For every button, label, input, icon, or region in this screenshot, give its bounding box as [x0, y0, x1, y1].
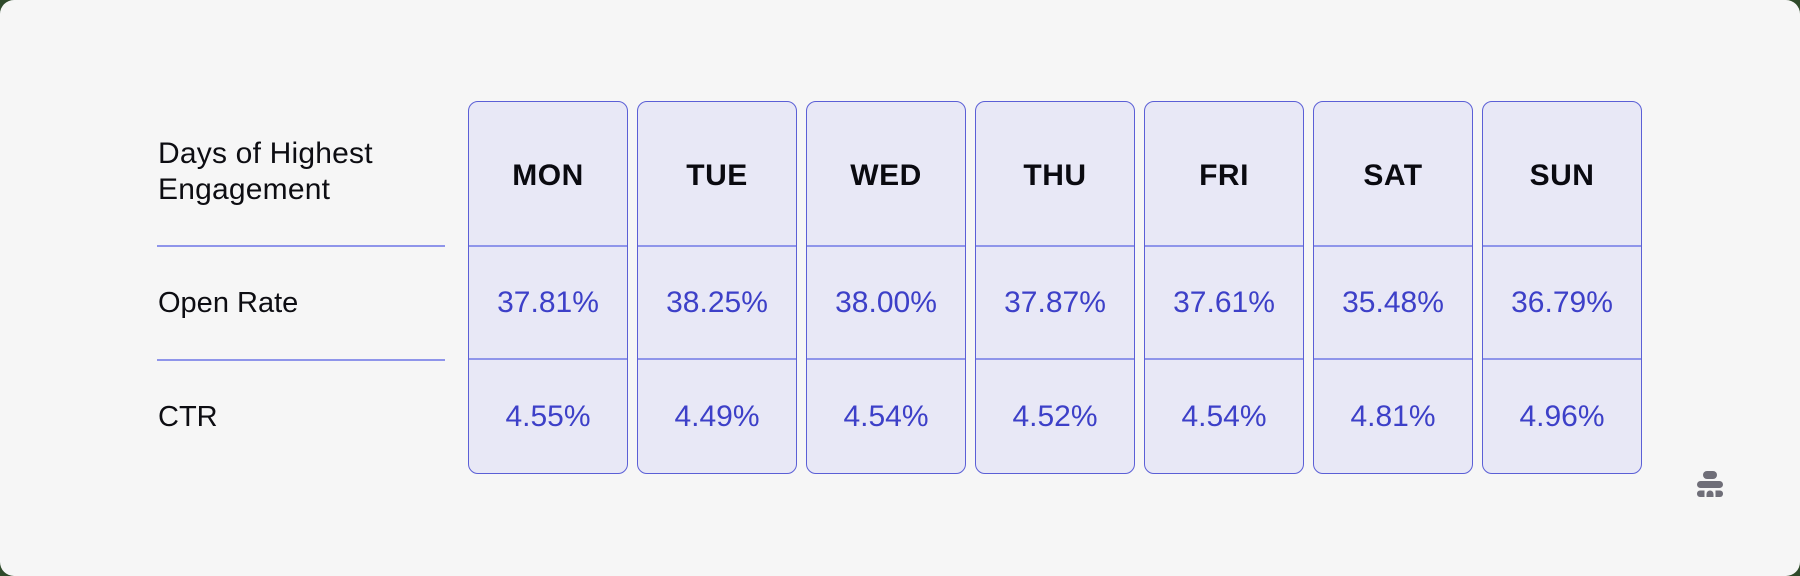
ctr-value: 4.54% [843, 399, 929, 433]
day-label: WED [807, 102, 965, 247]
row-divider [157, 359, 445, 361]
table-heading: Days of Highest Engagement [158, 137, 373, 206]
ctr-value: 4.81% [1350, 399, 1436, 433]
open-rate-value: 36.79% [1483, 247, 1641, 360]
open-rate-value: 37.87% [976, 247, 1134, 360]
ctr-value: 4.49% [674, 399, 760, 433]
day-card-mon: MON 37.81% 4.55% [468, 101, 628, 474]
day-columns: MON 37.81% 4.55% TUE 38.25% 4.49% WED 38… [468, 101, 1642, 474]
ctr-value: 4.55% [505, 399, 591, 433]
open-rate-value: 37.61% [1145, 247, 1303, 360]
day-label: FRI [1145, 102, 1303, 247]
open-rate-value: 37.81% [469, 247, 627, 360]
open-rate-value: 38.00% [807, 247, 965, 360]
header-divider [157, 245, 445, 247]
row-label-open-rate: Open Rate [158, 287, 299, 319]
day-card-tue: TUE 38.25% 4.49% [637, 101, 797, 474]
ctr-value: 4.96% [1519, 399, 1605, 433]
day-label: MON [469, 102, 627, 247]
day-card-sat: SAT 35.48% 4.81% [1313, 101, 1473, 474]
day-card-thu: THU 37.87% 4.52% [975, 101, 1135, 474]
open-rate-value: 35.48% [1314, 247, 1472, 360]
row-label-ctr: CTR [158, 401, 218, 433]
day-label: SUN [1483, 102, 1641, 247]
open-rate-value: 38.25% [638, 247, 796, 360]
day-label: TUE [638, 102, 796, 247]
day-card-fri: FRI 37.61% 4.54% [1144, 101, 1304, 474]
day-card-sun: SUN 36.79% 4.96% [1482, 101, 1642, 474]
ctr-value: 4.54% [1181, 399, 1267, 433]
beehive-icon [1694, 470, 1726, 502]
day-label: SAT [1314, 102, 1472, 247]
ctr-value: 4.52% [1012, 399, 1098, 433]
day-label: THU [976, 102, 1134, 247]
day-card-wed: WED 38.00% 4.54% [806, 101, 966, 474]
